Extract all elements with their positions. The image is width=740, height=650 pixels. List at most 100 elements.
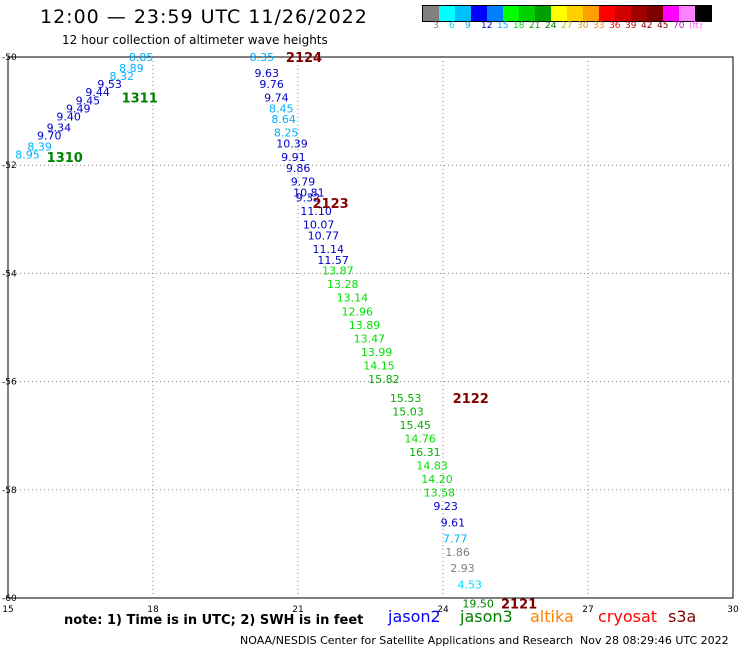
wave-height-value: 10.07	[303, 219, 335, 232]
footer-note: note: 1) Time is in UTC; 2) SWH is in fe…	[64, 613, 364, 628]
wave-height-value: 9.34	[47, 121, 72, 134]
pass-number-label: 1311	[122, 92, 158, 107]
color-swatch	[519, 6, 535, 21]
color-scale-label: 30	[577, 21, 589, 31]
wave-height-value: 8.35	[250, 51, 275, 64]
x-tick-label: 15	[2, 605, 13, 615]
map-subtitle: 12 hour collection of altimeter wave hei…	[62, 33, 328, 47]
color-scale-label: 18	[513, 21, 525, 31]
color-swatch	[503, 6, 519, 21]
color-swatch	[583, 6, 599, 21]
pass-number-label: 1310	[47, 151, 83, 166]
wave-height-value: 9.76	[259, 78, 284, 91]
color-swatch	[695, 6, 711, 21]
color-swatch	[487, 6, 503, 21]
y-tick-label: -52	[2, 161, 17, 171]
wave-height-value: 8.45	[269, 102, 294, 115]
x-tick-label: 27	[582, 605, 593, 615]
color-scale-label: 21	[529, 21, 541, 31]
pass-number-label: 2124	[286, 51, 322, 66]
wave-height-value: 8.32	[110, 70, 135, 83]
wave-height-value: 9.49	[66, 102, 91, 115]
color-scale-label: 70	[673, 21, 685, 31]
color-scale-label: 12	[481, 21, 493, 31]
satellite-legend-item: altika	[530, 607, 574, 626]
y-tick-label: -58	[2, 486, 17, 496]
wave-height-value: 13.28	[327, 278, 359, 291]
color-swatch	[471, 6, 487, 21]
color-scale-label: 36	[609, 21, 621, 31]
wave-height-value: 16.31	[409, 446, 441, 459]
wave-height-value: 8.64	[271, 113, 296, 126]
y-tick-label: -60	[2, 594, 17, 604]
color-swatch	[455, 6, 471, 21]
wave-height-value: 12.96	[342, 305, 374, 318]
wave-height-value: 7.77	[443, 532, 468, 545]
pass-number-label: 2122	[453, 392, 489, 407]
wave-height-value: 8.85	[129, 51, 154, 64]
wave-height-value: 9.32	[296, 192, 321, 205]
wave-height-value: 9.53	[97, 78, 122, 91]
wave-height-value: 11.57	[317, 254, 349, 267]
wave-height-value: 2.93	[450, 562, 475, 575]
wave-height-value: 15.45	[400, 419, 432, 432]
y-tick-label: -56	[2, 378, 17, 388]
color-swatch	[679, 6, 695, 21]
wave-height-value: 14.15	[363, 359, 395, 372]
wave-height-value: 9.23	[433, 500, 458, 513]
wave-height-value: 13.14	[337, 292, 369, 305]
map-title: 12:00 — 23:59 UTC 11/26/2022	[40, 6, 368, 28]
color-scale-label: 39	[625, 21, 637, 31]
x-tick-label: 24	[437, 605, 449, 615]
wave-height-value: 9.70	[37, 129, 62, 142]
wave-height-value: 8.39	[27, 140, 52, 153]
color-swatch	[423, 6, 439, 21]
wave-height-value: 9.61	[441, 516, 466, 529]
wave-height-value: 8.89	[119, 62, 143, 75]
wave-height-value: 15.03	[392, 405, 424, 418]
wave-height-value: 14.20	[421, 473, 453, 486]
satellite-legend-item: cryosat	[598, 607, 658, 626]
timestamp-text: Nov 28 08:29:46 UTC 2022	[580, 634, 729, 647]
y-tick-label: -54	[2, 269, 17, 279]
wave-height-value: 13.89	[349, 319, 381, 332]
color-scale-label: 3	[433, 21, 439, 31]
x-tick-label: 30	[727, 605, 739, 615]
wave-height-value: 4.53	[458, 578, 483, 591]
color-scale-label: 24	[545, 21, 557, 31]
color-swatch	[599, 6, 615, 21]
color-scale-label: 9	[465, 21, 471, 31]
color-swatch	[647, 6, 663, 21]
color-swatch	[551, 6, 567, 21]
wave-height-value: 10.39	[276, 138, 308, 151]
color-swatch	[439, 6, 455, 21]
map-grid	[7, 56, 734, 599]
wave-height-value: 13.99	[361, 346, 393, 359]
y-tick-label: -50	[2, 53, 17, 63]
satellite-legend-item: jason3	[460, 607, 513, 626]
wave-height-value: 9.44	[85, 86, 110, 99]
wave-height-value: 13.47	[354, 332, 386, 345]
wave-height-color-scale	[422, 5, 712, 22]
wave-height-value: 10.81	[293, 186, 325, 199]
map-tick-labels: 15 18 21 24 27 30-50-52-54-56-58-60	[2, 53, 739, 615]
wave-height-value: 11.14	[313, 243, 345, 256]
wave-height-value: 9.45	[76, 94, 101, 107]
satellite-legend-item: jason2	[388, 607, 441, 626]
wave-height-value: 13.87	[322, 265, 354, 278]
color-scale-label: 15	[497, 21, 509, 31]
color-scale-label: 42	[641, 21, 653, 31]
color-scale-label: 33	[593, 21, 605, 31]
wave-height-value: 8.95	[15, 148, 40, 161]
color-swatch	[615, 6, 631, 21]
wave-height-value: 9.74	[264, 92, 289, 105]
wave-height-value: 1.86	[445, 546, 470, 559]
color-swatch	[631, 6, 647, 21]
color-swatch	[663, 6, 679, 21]
color-scale-label: 45	[657, 21, 669, 31]
wave-height-value: 19.50	[462, 597, 494, 610]
wave-height-value: 14.76	[404, 432, 436, 445]
wave-height-value: 10.77	[308, 230, 340, 243]
